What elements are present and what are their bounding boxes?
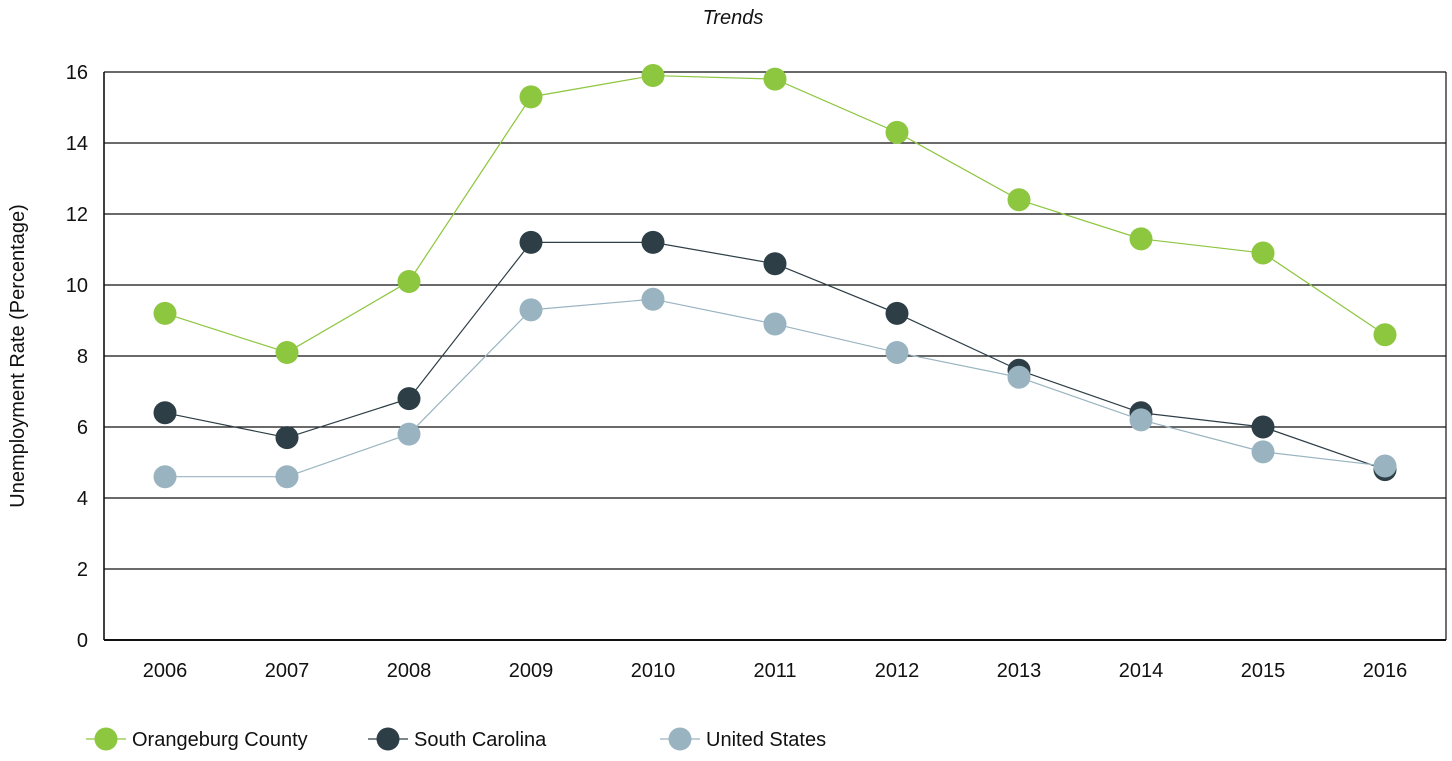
data-point (763, 252, 787, 276)
data-point (275, 426, 299, 450)
data-point (519, 230, 543, 254)
x-tick-label: 2015 (1241, 660, 1286, 682)
y-axis-label: Unemployment Rate (Percentage) (7, 204, 29, 507)
y-tick-label: 4 (77, 488, 88, 510)
y-tick-label: 0 (77, 630, 88, 652)
y-tick-label: 2 (77, 559, 88, 581)
data-point (763, 67, 787, 91)
y-tick-label: 12 (66, 204, 88, 226)
data-point (153, 301, 177, 325)
data-point (519, 85, 543, 109)
data-point (763, 312, 787, 336)
chart-title: Trends (703, 7, 764, 29)
x-tick-label: 2009 (509, 660, 554, 682)
axes (103, 72, 1447, 641)
y-tick-label: 16 (66, 62, 88, 84)
legend-marker (376, 727, 400, 751)
data-point (1007, 188, 1031, 212)
data-point (641, 287, 665, 311)
data-point (885, 120, 909, 144)
data-point (1373, 323, 1397, 347)
x-tick-label: 2013 (997, 660, 1042, 682)
data-point (397, 387, 421, 411)
x-tick-label: 2008 (387, 660, 432, 682)
legend-marker (94, 727, 118, 751)
legend-item: Orangeburg County (86, 727, 308, 751)
data-point (1251, 415, 1275, 439)
y-tick-label: 8 (77, 346, 88, 368)
data-point (1007, 365, 1031, 389)
y-tick-label: 6 (77, 417, 88, 439)
legend: Orangeburg County South Carolina United St… (86, 727, 826, 751)
data-point (275, 465, 299, 489)
legend-item: United States (660, 727, 826, 751)
data-point (1373, 454, 1397, 478)
series-layer (153, 64, 1397, 489)
legend-label: Orangeburg County (132, 729, 308, 751)
legend-marker (668, 727, 692, 751)
data-point (641, 230, 665, 254)
x-tick-label: 2012 (875, 660, 920, 682)
data-point (397, 269, 421, 293)
series-group (153, 64, 1397, 364)
data-point (1251, 241, 1275, 265)
legend-item: South Carolina (368, 727, 547, 751)
data-point (1129, 408, 1153, 432)
tick-labels: 0 2 4 6 8 10 12 14 16 2006 2007 2008 2009 2010 2011 201… (66, 62, 1408, 682)
data-point (519, 298, 543, 322)
x-tick-label: 2006 (143, 660, 188, 682)
legend-label: South Carolina (414, 729, 547, 751)
x-tick-label: 2007 (265, 660, 310, 682)
gridlines (104, 71, 1446, 570)
x-tick-label: 2014 (1119, 660, 1164, 682)
data-point (885, 340, 909, 364)
x-tick-label: 2011 (753, 660, 796, 682)
data-point (1129, 227, 1153, 251)
data-point (397, 422, 421, 446)
x-tick-label: 2010 (631, 660, 676, 682)
y-tick-label: 14 (66, 133, 88, 155)
x-tick-label: 2016 (1363, 660, 1408, 682)
data-point (885, 301, 909, 325)
legend-label: United States (706, 729, 826, 751)
y-tick-label: 10 (66, 275, 88, 297)
data-point (153, 465, 177, 489)
series-group (153, 287, 1397, 489)
data-point (641, 64, 665, 88)
data-point (275, 340, 299, 364)
data-point (153, 401, 177, 425)
data-point (1251, 440, 1275, 464)
